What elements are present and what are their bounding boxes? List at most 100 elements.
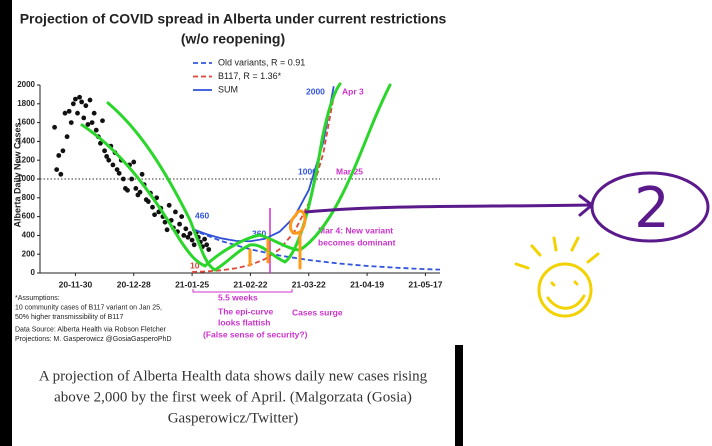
data-point: [68, 120, 74, 125]
smiley-face: [537, 262, 593, 318]
annotation: 460: [195, 210, 209, 220]
data-point: [87, 97, 93, 103]
data-point: [131, 159, 137, 165]
annotation: 5.5 weeks: [218, 292, 258, 302]
annotation: The epi-curve: [218, 306, 274, 316]
y-tick-label: 1800: [17, 99, 35, 108]
data-point: [62, 110, 68, 116]
green-doodle: [80, 83, 392, 268]
data-point: [81, 115, 87, 121]
annotation: Apr 3: [342, 86, 364, 96]
caption-line: Gasperowicz/Twitter): [168, 410, 299, 426]
orange-doodle: [248, 209, 307, 270]
data-point: [89, 120, 95, 125]
bracket: [192, 289, 293, 293]
data-point: [70, 101, 76, 107]
purple-arrow: [304, 203, 592, 214]
data-point: [187, 231, 193, 236]
caption: A projection of Alberta Health data show…: [39, 368, 428, 426]
data-point: [206, 247, 212, 252]
x-tick-label: 21-01-25: [175, 279, 209, 289]
data-point: [185, 234, 191, 240]
doodles: [80, 82, 710, 318]
purple-circle: [590, 171, 710, 243]
annotation: Cases surge: [292, 307, 343, 317]
data-point: [189, 237, 195, 243]
note: 10 community cases of B117 variant on Ja…: [15, 304, 162, 311]
data-point: [75, 110, 80, 116]
y-tick-label: 1200: [17, 155, 35, 164]
caption-line: A projection of Alberta Health data show…: [39, 368, 428, 384]
data-point: [173, 209, 178, 215]
y-tick-label: 800: [22, 193, 36, 202]
annotation: 10: [190, 260, 200, 270]
series-line: [191, 86, 335, 243]
chart-subtitle: (w/o reopening): [181, 31, 285, 47]
data-point: [125, 187, 130, 193]
annotation: Mar 25: [336, 166, 363, 176]
data-point: [133, 186, 139, 191]
x-tick-label: 20-12-28: [117, 279, 151, 289]
data-point: [129, 176, 135, 182]
note: *Assumptions:: [15, 295, 60, 302]
note: Projections: M. Gasperowicz @GosiaGasper…: [15, 336, 172, 343]
data-point: [100, 118, 105, 124]
doodle-label: 2: [634, 176, 670, 241]
x-tick-label: 20-11-30: [59, 279, 93, 289]
notes: *Assumptions: 10 community cases of B117 …: [15, 295, 172, 343]
y-tick-label: 1400: [17, 137, 35, 146]
legend-label: SUM: [218, 84, 238, 94]
data-point: [137, 189, 143, 195]
data-point: [120, 176, 126, 182]
annotation: Mar 4: New variant: [318, 225, 393, 235]
annotation: 1000: [298, 166, 317, 176]
data-point: [116, 170, 122, 176]
caption-line: above 2,000 by the first week of April. …: [54, 389, 412, 405]
data-point: [102, 148, 107, 154]
data-point: [60, 148, 66, 154]
data-point: [164, 227, 170, 233]
data-point: [145, 199, 151, 204]
data-point: [183, 226, 189, 232]
annotation: 360: [252, 228, 266, 238]
data-point: [166, 202, 172, 208]
data-point: [202, 236, 207, 242]
y-tick-label: 200: [22, 249, 36, 258]
data-point: [114, 167, 120, 173]
data-point: [79, 99, 85, 105]
left-border: [0, 0, 12, 446]
data-point: [150, 204, 155, 210]
y-axis-label: Alberta Daily New Cases: [12, 122, 22, 227]
data-point: [181, 233, 187, 238]
data-point: [110, 162, 116, 168]
data-point: [152, 212, 157, 218]
x-tick-label: 21-03-22: [292, 279, 326, 289]
annotation: 2000: [306, 86, 325, 96]
data-point: [191, 242, 197, 248]
data-point: [56, 153, 62, 158]
legend-label: Old variants, R = 0.91: [218, 57, 305, 67]
data-point: [54, 167, 60, 173]
y-tick-label: 0: [31, 268, 36, 277]
legend-label: B117, R = 1.36*: [218, 71, 282, 81]
data-point: [139, 171, 145, 177]
data-point: [64, 134, 70, 140]
data-point: [104, 154, 110, 159]
data-point: [93, 127, 99, 133]
right-border: [455, 345, 463, 446]
data-point: [162, 219, 168, 225]
annotation: looks flattish: [218, 317, 270, 327]
data-point: [85, 122, 91, 127]
x-tick-label: 21-05-17: [408, 279, 442, 289]
y-tick-label: 2000: [17, 80, 35, 89]
data-point: [177, 221, 182, 227]
data-point: [77, 94, 82, 100]
x-tick-label: 21-02-22: [233, 279, 267, 289]
y-tick-label: 400: [22, 231, 36, 240]
data-point: [66, 108, 72, 114]
plot: 0 200 400 600 800 1000 1200 1400 1600 1800 2000 20-…: [17, 57, 442, 339]
annotation: becomes dominant: [318, 237, 396, 247]
data-point: [154, 195, 160, 201]
